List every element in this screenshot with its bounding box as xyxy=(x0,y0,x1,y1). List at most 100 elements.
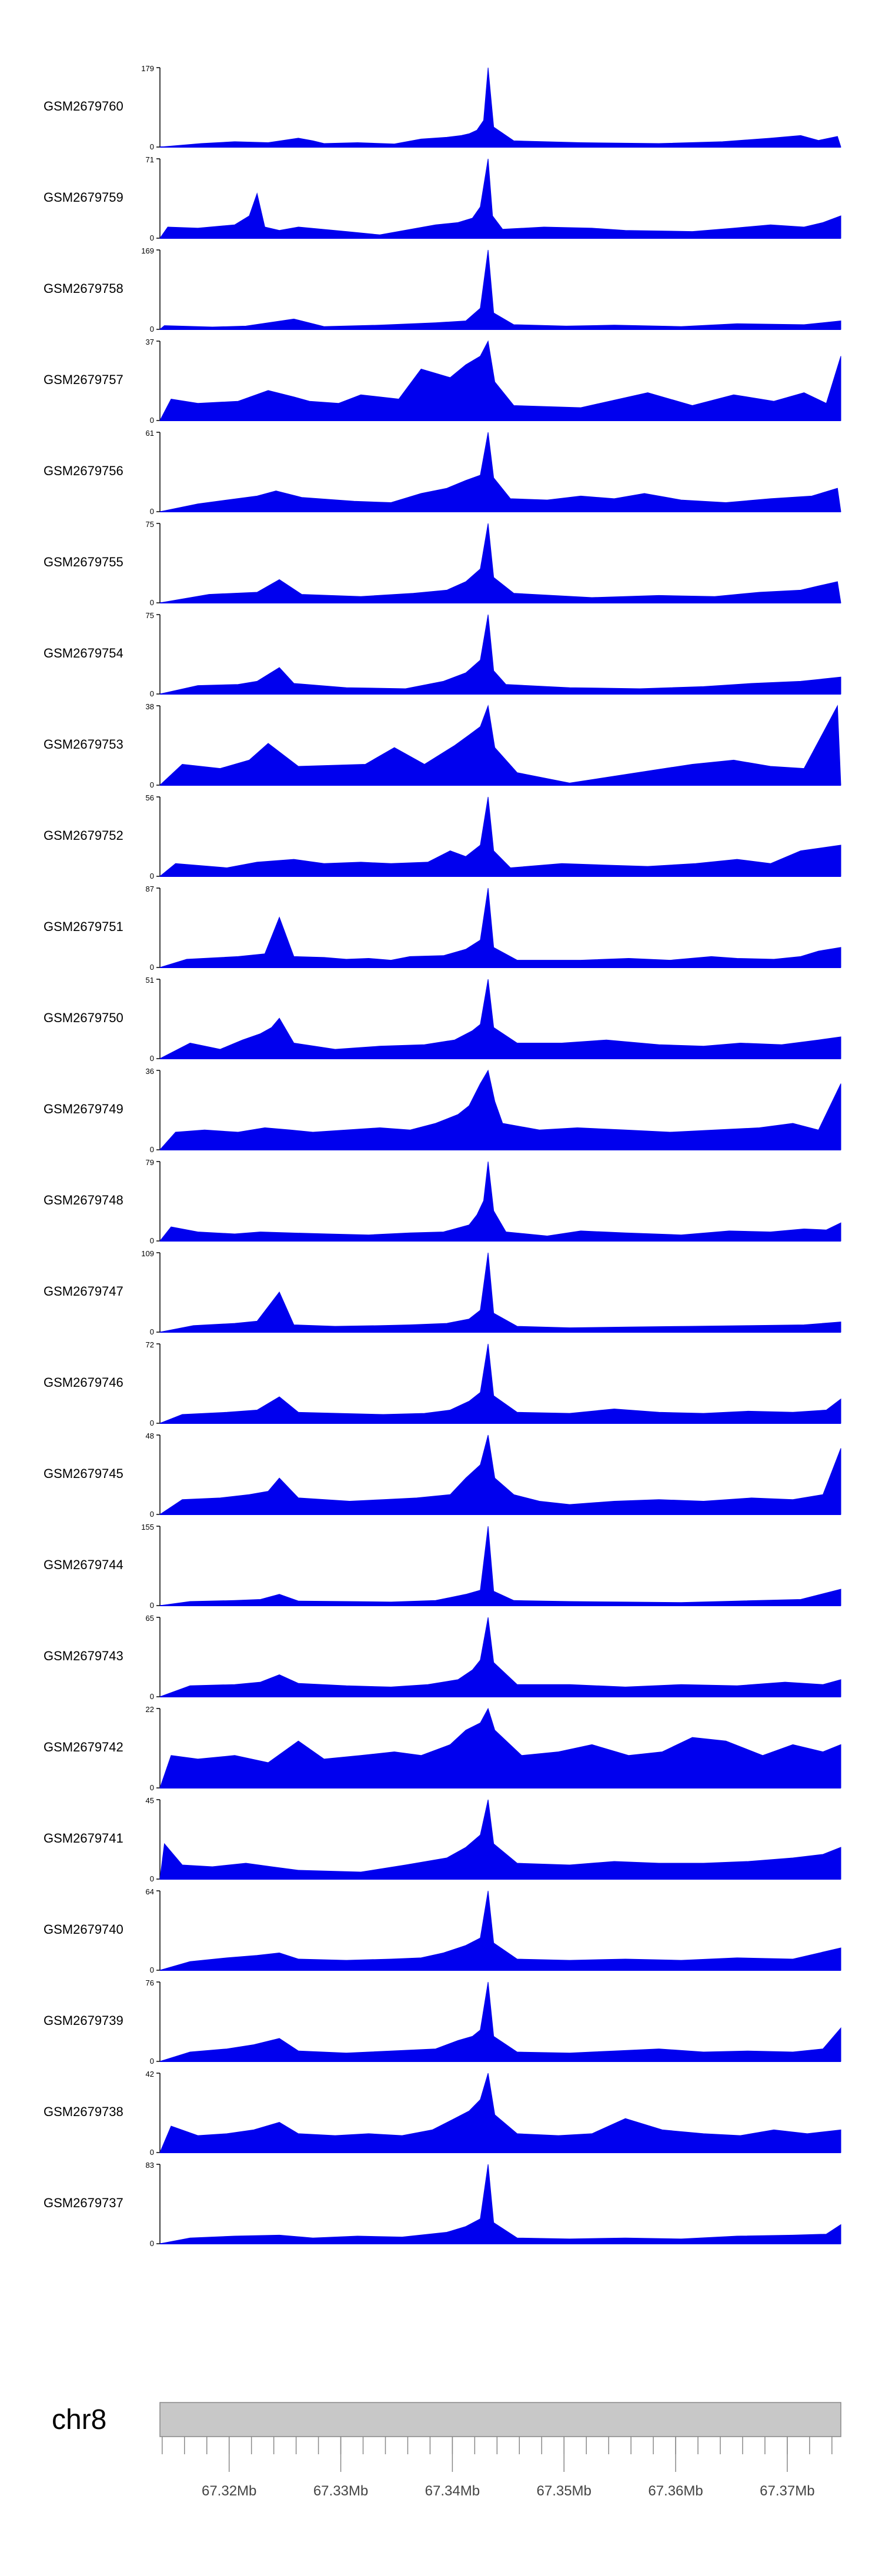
axis-tick-label: 67.37Mb xyxy=(760,2483,814,2499)
y-tick-max-label: 72 xyxy=(146,1340,154,1349)
y-tick-max-label: 179 xyxy=(141,64,154,73)
y-tick-max-label: 83 xyxy=(146,2161,154,2170)
track-GSM2679757: GSM2679757 37 0 xyxy=(44,338,841,425)
y-tick-max-label: 109 xyxy=(141,1249,154,1258)
y-tick-max-label: 36 xyxy=(146,1067,154,1076)
track-label: GSM2679749 xyxy=(44,1102,123,1116)
y-tick-max-label: 37 xyxy=(146,338,154,346)
track-label: GSM2679760 xyxy=(44,99,123,114)
track-label: GSM2679753 xyxy=(44,737,123,752)
y-tick-min-label: 0 xyxy=(150,507,154,516)
track-label: GSM2679751 xyxy=(44,919,123,934)
y-tick-max-label: 22 xyxy=(146,1705,154,1714)
coverage-area xyxy=(159,1890,841,1971)
track-GSM2679754: GSM2679754 75 0 xyxy=(44,611,841,698)
track-label: GSM2679742 xyxy=(44,1740,123,1754)
y-tick-min-label: 0 xyxy=(150,2239,154,2248)
axis-tick-label: 67.33Mb xyxy=(313,2483,368,2499)
track-label: GSM2679758 xyxy=(44,281,123,296)
axis-tick-label: 67.35Mb xyxy=(537,2483,592,2499)
track-GSM2679750: GSM2679750 51 0 xyxy=(44,976,841,1063)
track-label: GSM2679741 xyxy=(44,1831,123,1846)
y-tick-min-label: 0 xyxy=(150,325,154,333)
y-tick-max-label: 38 xyxy=(146,702,154,711)
y-tick-min-label: 0 xyxy=(150,1692,154,1701)
track-GSM2679758: GSM2679758 169 0 xyxy=(44,246,841,333)
track-GSM2679737: GSM2679737 83 0 xyxy=(44,2161,841,2248)
coverage-area xyxy=(159,979,841,1059)
y-tick-min-label: 0 xyxy=(150,142,154,151)
coverage-area xyxy=(159,1434,841,1515)
y-tick-min-label: 0 xyxy=(150,233,154,242)
coverage-area xyxy=(159,2164,841,2244)
y-tick-max-label: 71 xyxy=(146,155,154,164)
chromosome-ideogram-bar xyxy=(159,2402,841,2437)
coverage-area xyxy=(159,1617,841,1697)
y-tick-max-label: 64 xyxy=(146,1887,154,1896)
axis-tick-label: 67.36Mb xyxy=(648,2483,703,2499)
y-tick-max-label: 155 xyxy=(141,1523,154,1531)
coverage-area xyxy=(159,1526,841,1606)
y-tick-max-label: 87 xyxy=(146,885,154,893)
track-GSM2679748: GSM2679748 79 0 xyxy=(44,1158,841,1245)
coverage-area xyxy=(159,614,841,695)
y-tick-max-label: 51 xyxy=(146,976,154,985)
y-tick-max-label: 169 xyxy=(141,246,154,255)
coverage-area xyxy=(159,249,841,330)
y-tick-max-label: 48 xyxy=(146,1432,154,1440)
track-GSM2679742: GSM2679742 22 0 xyxy=(44,1705,841,1792)
y-tick-min-label: 0 xyxy=(150,780,154,789)
coverage-area xyxy=(159,887,841,968)
coverage-area xyxy=(159,796,841,877)
chromosome-label: chr8 xyxy=(52,2404,106,2435)
track-GSM2679743: GSM2679743 65 0 xyxy=(44,1614,841,1701)
coverage-area xyxy=(159,1799,841,1880)
y-tick-max-label: 75 xyxy=(146,611,154,620)
track-label: GSM2679746 xyxy=(44,1375,123,1390)
track-GSM2679752: GSM2679752 56 0 xyxy=(44,793,841,880)
track-label: GSM2679754 xyxy=(44,646,123,660)
y-tick-min-label: 0 xyxy=(150,1419,154,1427)
track-label: GSM2679748 xyxy=(44,1193,123,1207)
y-tick-max-label: 42 xyxy=(146,2070,154,2078)
y-tick-min-label: 0 xyxy=(150,1054,154,1063)
track-GSM2679741: GSM2679741 45 0 xyxy=(44,1796,841,1883)
y-tick-min-label: 0 xyxy=(150,1327,154,1336)
track-GSM2679749: GSM2679749 36 0 xyxy=(44,1067,841,1154)
coverage-area xyxy=(159,1981,841,2062)
track-label: GSM2679743 xyxy=(44,1649,123,1663)
track-label: GSM2679740 xyxy=(44,1922,123,1937)
y-tick-min-label: 0 xyxy=(150,1145,154,1154)
y-tick-min-label: 0 xyxy=(150,1966,154,1974)
track-label: GSM2679757 xyxy=(44,372,123,387)
y-tick-min-label: 0 xyxy=(150,416,154,425)
track-label: GSM2679759 xyxy=(44,190,123,205)
y-tick-min-label: 0 xyxy=(150,872,154,880)
track-GSM2679759: GSM2679759 71 0 xyxy=(44,155,841,242)
y-tick-min-label: 0 xyxy=(150,2148,154,2157)
track-GSM2679746: GSM2679746 72 0 xyxy=(44,1340,841,1427)
y-tick-min-label: 0 xyxy=(150,1783,154,1792)
axis-tick-label: 67.34Mb xyxy=(425,2483,480,2499)
genome-axis: chr8 67.32Mb 67.33Mb 67.34Mb 67.35Mb 67.36Mb… xyxy=(52,2402,841,2499)
track-label: GSM2679750 xyxy=(44,1010,123,1025)
y-tick-max-label: 79 xyxy=(146,1158,154,1167)
coverage-area xyxy=(159,67,841,148)
track-label: GSM2679745 xyxy=(44,1466,123,1481)
track-label: GSM2679739 xyxy=(44,2013,123,2028)
coverage-area xyxy=(159,432,841,512)
track-layer: GSM2679760 179 0 GSM2679759 71 0 GSM2679758 169… xyxy=(44,64,841,2248)
track-label: GSM2679737 xyxy=(44,2195,123,2210)
track-GSM2679740: GSM2679740 64 0 xyxy=(44,1887,841,1974)
track-label: GSM2679755 xyxy=(44,555,123,569)
y-tick-min-label: 0 xyxy=(150,1874,154,1883)
y-tick-max-label: 56 xyxy=(146,793,154,802)
y-tick-min-label: 0 xyxy=(150,598,154,607)
y-tick-min-label: 0 xyxy=(150,963,154,972)
coverage-area xyxy=(159,1252,841,1333)
coverage-area xyxy=(159,1161,841,1242)
track-GSM2679747: GSM2679747 109 0 xyxy=(44,1249,841,1336)
track-GSM2679745: GSM2679745 48 0 xyxy=(44,1432,841,1519)
axis-ticks: 67.32Mb 67.33Mb 67.34Mb 67.35Mb 67.36Mb 67.37… xyxy=(162,2437,833,2499)
track-GSM2679756: GSM2679756 61 0 xyxy=(44,429,841,516)
